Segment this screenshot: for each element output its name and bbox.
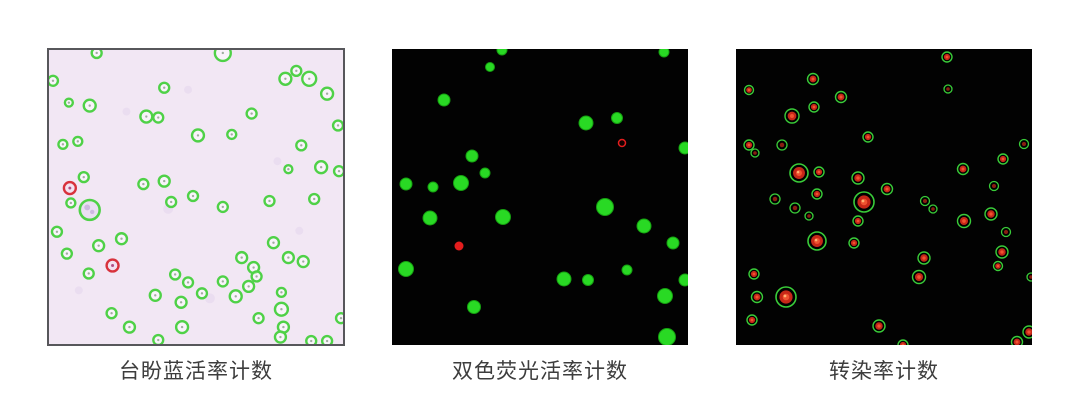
- micrograph-trypan-blue: [47, 48, 345, 346]
- micrograph-transfection: [736, 49, 1032, 345]
- micrograph-dual-fluorescence: [392, 49, 688, 345]
- caption-transfection: 转染率计数: [829, 359, 939, 383]
- transfection-cell-overlay: [743, 51, 1032, 345]
- fluorescence-cell-overlay: [398, 49, 688, 345]
- caption-trypan-blue: 台盼蓝活率计数: [119, 359, 273, 383]
- trypan-blue-cell-overlay: [49, 50, 343, 344]
- caption-dual-fluorescence: 双色荧光活率计数: [452, 359, 628, 383]
